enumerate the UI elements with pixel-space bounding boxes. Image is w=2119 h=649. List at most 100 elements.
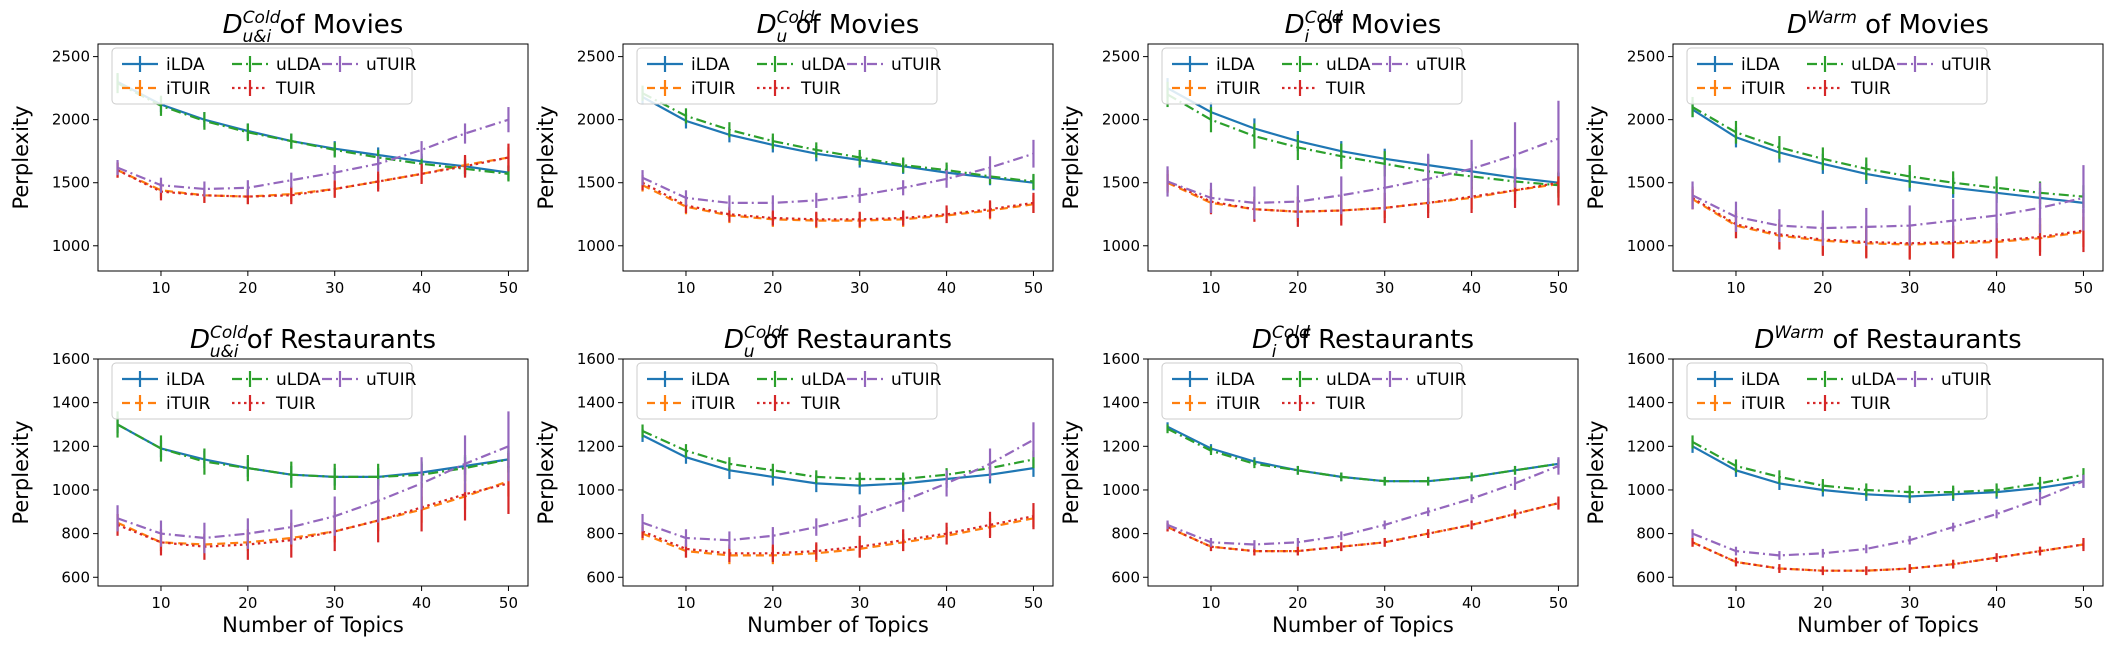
- legend: iLDA iTUIR uLDA TUIR uTUIR: [111, 47, 417, 105]
- legend-label-uTUIR: uTUIR: [1941, 370, 1992, 390]
- y-tick-label: 1200: [1102, 437, 1140, 455]
- legend-label-iTUIR: iTUIR: [691, 394, 736, 414]
- legend-label-TUIR: TUIR: [1850, 79, 1891, 99]
- panel-title: DCold u&i of Restaurants: [190, 323, 436, 362]
- x-tick-label: 20: [1813, 279, 1832, 297]
- legend-label-uTUIR: uTUIR: [1941, 55, 1992, 75]
- x-tick-label: 30: [1900, 594, 1919, 612]
- legend-label-uLDA: uLDA: [801, 55, 846, 75]
- x-tick-label: 30: [850, 594, 869, 612]
- y-tick-label: 600: [1636, 568, 1665, 586]
- x-tick-label: 20: [238, 594, 257, 612]
- legend: iLDA iTUIR uLDA TUIR uTUIR: [111, 362, 417, 420]
- legend-label-uTUIR: uTUIR: [891, 55, 942, 75]
- series-TUIR: [1691, 537, 2085, 576]
- series-uTUIR: [1691, 474, 2085, 560]
- y-tick-label: 1000: [1102, 237, 1140, 255]
- panel-title: DWarm of Restaurants: [1754, 323, 2021, 355]
- y-tick-label: 1600: [52, 350, 90, 368]
- title-rest: of Restaurants: [239, 325, 436, 355]
- legend-box: [636, 47, 938, 105]
- y-axis-label: Perplexity: [1584, 105, 1608, 209]
- axes-frame: [1147, 43, 1579, 272]
- series-uTUIR: [116, 107, 510, 197]
- series-line: [642, 429, 1034, 481]
- x-axis-label: Number of Topics: [1797, 613, 1979, 637]
- legend-label-iTUIR: iTUIR: [1741, 79, 1786, 99]
- title-superscript: Cold: [1305, 8, 1343, 28]
- panel-title: DCold i of Restaurants: [1252, 323, 1474, 362]
- x-tick-label: 30: [850, 279, 869, 297]
- x-tick-label: 50: [2074, 594, 2093, 612]
- legend-box: [1161, 47, 1463, 105]
- title-rest: of Movies: [271, 10, 403, 40]
- series-line: [1692, 541, 2084, 572]
- legend-label-TUIR: TUIR: [1325, 79, 1366, 99]
- legend-label-uLDA: uLDA: [276, 55, 321, 75]
- y-tick-label: 2000: [577, 111, 615, 129]
- axes-frame: [1147, 358, 1579, 587]
- legend-label-TUIR: TUIR: [1850, 394, 1891, 414]
- axes-frame: [97, 43, 529, 272]
- x-tick-label: 30: [325, 594, 344, 612]
- series-line: [1167, 427, 1559, 483]
- series-line: [1166, 87, 1559, 184]
- series-line: [1167, 137, 1559, 205]
- chart-panel-6: DCold i of Restaurants 10 20 30 40 50 600 800 100…: [1059, 323, 1579, 637]
- title-symbol: D: [190, 325, 210, 355]
- legend-label-TUIR: TUIR: [1325, 394, 1366, 414]
- legend-label-iTUIR: iTUIR: [691, 79, 736, 99]
- panel-title: DCold i of Movies: [1285, 8, 1442, 47]
- series-TUIR: [641, 503, 1035, 562]
- y-tick-label: 1500: [1102, 174, 1140, 192]
- series-line: [1692, 194, 2084, 230]
- y-tick-label: 1400: [577, 394, 615, 412]
- legend-label-iLDA: iLDA: [166, 55, 205, 75]
- x-tick-label: 50: [499, 594, 518, 612]
- series-uTUIR: [1166, 457, 1560, 549]
- axes-frame: [622, 43, 1054, 272]
- title-subscript: u&i: [210, 342, 239, 362]
- series-line: [116, 82, 509, 175]
- chart-panel-3: DWarm of Movies 10 20 30 40 50 1000 1500 2000 250…: [1584, 8, 2104, 297]
- y-tick-label: 1000: [577, 481, 615, 499]
- series-line: [1167, 464, 1559, 546]
- y-tick-label: 1400: [1102, 394, 1140, 412]
- panel-title: DWarm of Movies: [1787, 8, 1989, 40]
- title-subscript: i: [1272, 342, 1277, 362]
- legend-label-uTUIR: uTUIR: [366, 55, 417, 75]
- axes-frame: [1672, 43, 2104, 272]
- series-line: [116, 423, 509, 478]
- y-tick-label: 1000: [52, 237, 90, 255]
- series-line: [1166, 93, 1559, 187]
- y-tick-label: 1000: [52, 481, 90, 499]
- title-superscript: Cold: [744, 323, 782, 343]
- legend: iLDA iTUIR uLDA TUIR uTUIR: [1686, 362, 1992, 420]
- x-tick-label: 20: [1288, 279, 1307, 297]
- y-tick-label: 1000: [1627, 237, 1665, 255]
- y-axis-label: Perplexity: [1584, 420, 1608, 524]
- series-uTUIR: [1691, 165, 2085, 246]
- x-tick-label: 20: [238, 279, 257, 297]
- x-tick-label: 10: [151, 279, 170, 297]
- legend-label-uLDA: uLDA: [1851, 370, 1896, 390]
- legend: iLDA iTUIR uLDA TUIR uTUIR: [1686, 47, 1992, 105]
- x-tick-label: 10: [1201, 594, 1220, 612]
- y-tick-label: 2500: [1102, 48, 1140, 66]
- panel-title: DCold u&i of Movies: [223, 8, 404, 47]
- y-tick-label: 1600: [577, 350, 615, 368]
- x-tick-label: 50: [1024, 279, 1043, 297]
- chart-panel-4: DCold u&i of Restaurants 10 20 30 40 50 600 800 1…: [9, 323, 529, 637]
- legend-label-uLDA: uLDA: [1326, 55, 1371, 75]
- legend-label-uLDA: uLDA: [1326, 370, 1371, 390]
- legend-box: [1686, 362, 1988, 420]
- legend-box: [111, 362, 413, 420]
- x-tick-label: 40: [412, 594, 431, 612]
- y-axis-label: Perplexity: [9, 105, 33, 209]
- y-tick-label: 1500: [52, 174, 90, 192]
- series-line: [1691, 440, 2084, 494]
- axes-frame: [97, 358, 529, 587]
- legend-label-uLDA: uLDA: [801, 370, 846, 390]
